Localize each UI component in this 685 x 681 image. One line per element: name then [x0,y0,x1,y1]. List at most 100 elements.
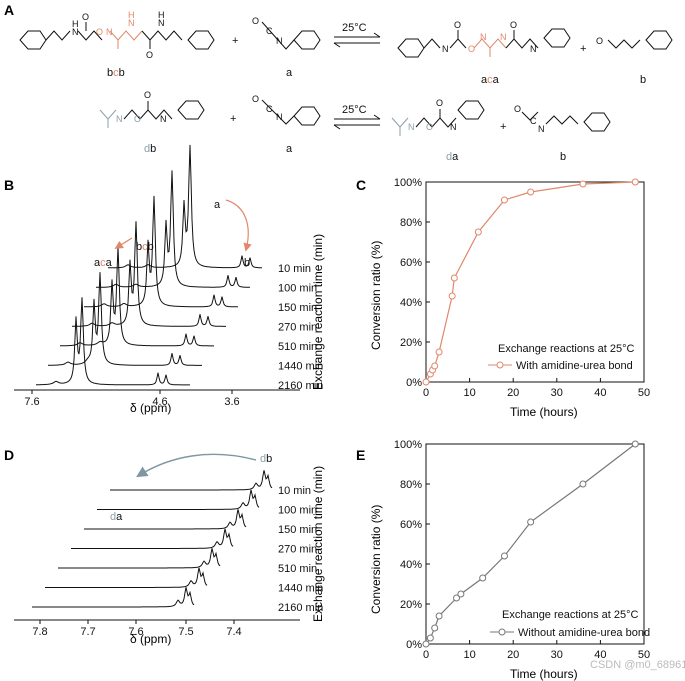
atom-n: N [450,122,457,132]
data-point [453,594,461,602]
nmr-trace [71,528,234,549]
data-point [474,228,482,236]
x-tick-labels: 0 10 20 30 40 50 [423,640,650,661]
compound-label-b: b [640,74,646,86]
data-point [435,348,443,356]
atom-o: O [146,50,153,60]
compound-label-a: a [286,143,293,155]
y-tick-label: 80% [400,217,422,229]
plus-sign: + [230,113,236,125]
y-tick-label: 20% [400,599,422,611]
x-tick-label: 7.4 [226,626,241,638]
atom-o: O [82,12,89,22]
peak-label-aca: aca [94,257,113,269]
data-point [448,292,456,300]
atom-n: N [128,18,135,28]
y-tick-label: 20% [400,337,422,349]
nmr-spectra-group [32,470,273,608]
x-tick-labels: 7.8 7.7 7.6 7.5 7.4 [32,620,242,638]
x-tick-label: 10 [463,649,475,661]
atom-o: O [252,16,259,26]
time-label: 2160 min [278,380,323,392]
time-label: 1440 min [278,361,323,373]
atom-c: C [266,26,273,36]
time-label: 10 min [278,263,311,275]
equilibrium-arrow [333,32,381,48]
atom-n: N [538,124,545,134]
peak-label-bcb: bcb [136,241,154,253]
molecule-da [391,100,485,136]
x-tick-label: 40 [594,387,606,399]
y-tick-label: 80% [400,479,422,491]
panel-label-d: D [4,447,14,463]
time-label: 510 min [278,563,317,575]
atom-c: C [530,116,537,126]
atom-o: O [510,20,517,30]
plus-sign: + [580,43,586,55]
peak-arrow [136,453,257,478]
molecule-b [521,111,611,132]
x-tick-label: 4.6 [152,396,167,408]
time-label: 510 min [278,341,317,353]
atom-n: N [530,44,537,54]
atom-o: O [134,114,141,124]
legend-marker [498,628,506,636]
molecule-db [99,100,205,128]
x-tick-label: 10 [463,387,475,399]
x-tick-labels: 7.6 4.6 3.6 [24,390,240,408]
time-label: 1440 min [278,583,323,595]
atom-h: H [158,10,165,20]
atom-o: O [514,104,521,114]
x-tick-label: 3.6 [224,396,239,408]
x-axis-title: δ (ppm) [130,401,171,415]
plus-sign: + [232,35,238,47]
nmr-trace [58,548,221,569]
atom-c: C [266,104,273,114]
data-point [431,362,439,370]
data-point [579,180,587,188]
data-point [479,574,487,582]
atom-o: O [96,27,103,37]
compound-label-b: b [560,151,566,163]
plot-frame [425,181,645,383]
y-axis-title: Exchange reaction time (min) [311,466,325,622]
data-series [422,178,639,386]
x-tick-label: 30 [551,649,563,661]
molecule-aca [397,28,571,58]
compound-label-bcb: bcb [107,67,125,79]
data-point [457,590,465,598]
y-axis-title: Conversion ratio (%) [369,241,383,350]
atom-h: H [128,10,135,20]
legend-entry: Without amidine-urea bond [518,627,650,639]
data-point [426,634,434,642]
y-tick-label: 40% [400,297,422,309]
nmr-stack-b: 10 min 100 min 150 min 270 min 510 min 1440 m… [14,144,325,415]
data-point [579,480,587,488]
peak-label-a: a [214,199,221,211]
compound-label-da: da [446,151,459,163]
legend-marker [496,361,504,369]
reaction-scheme: N H O O N N H O N H bcb + O C N a [19,10,673,163]
panel-label-a: A [4,2,14,18]
y-tick-labels: 0% 20% 40% 60% 80% 100% [394,177,430,389]
atom-n: N [408,122,415,132]
x-tick-labels: 0 10 20 30 40 50 [423,378,650,399]
nmr-trace [60,246,214,347]
y-tick-labels: 0% 20% 40% 60% 80% 100% [394,439,430,651]
x-tick-label: 30 [551,387,563,399]
atom-n: N [158,18,165,28]
peak-arrow [114,237,133,249]
plot-frame [425,443,645,645]
atom-o: O [436,98,443,108]
peak-label-da: da [110,511,123,523]
atom-n: N [276,112,283,122]
x-tick-label: 50 [638,387,650,399]
data-point [500,552,508,560]
nmr-spectra-group [36,144,262,386]
atom-n: N [276,36,283,46]
plus-sign: + [500,121,506,133]
data-point [422,640,430,648]
y-tick-label: 0% [406,639,422,651]
conversion-chart-e: 0 10 20 30 40 50 0% 20% 40% 60% 80% 100% Time (hou… [369,439,650,681]
